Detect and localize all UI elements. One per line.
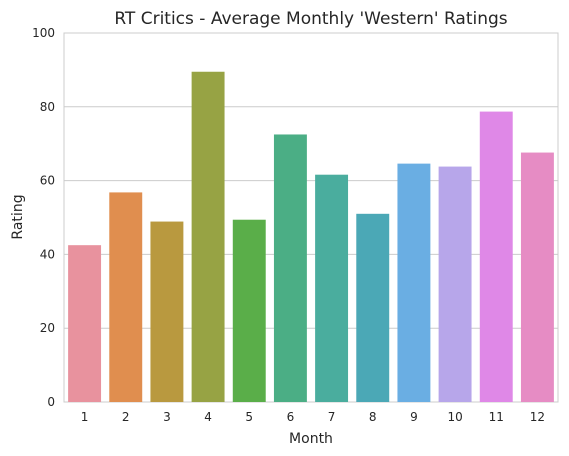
x-tick-label: 11 <box>489 410 504 424</box>
x-tick-label: 8 <box>369 410 377 424</box>
bar-month-11 <box>479 111 513 403</box>
y-tick-label: 40 <box>40 247 55 261</box>
x-tick-label: 10 <box>447 410 462 424</box>
bar-month-3 <box>150 221 184 402</box>
bar-month-9 <box>397 163 431 402</box>
y-tick-labels: 0 20 40 60 80 100 <box>32 26 55 409</box>
x-tick-label: 7 <box>328 410 336 424</box>
x-tick-label: 9 <box>410 410 418 424</box>
bar-month-12 <box>520 152 554 402</box>
y-tick-label: 60 <box>40 174 55 188</box>
bars <box>68 71 554 403</box>
x-tick-labels: 1 2 3 4 5 6 7 8 9 10 11 12 <box>81 410 545 424</box>
plot-frame <box>63 32 559 403</box>
x-tick-label: 12 <box>530 410 545 424</box>
bar-month-6 <box>273 134 307 402</box>
gridlines <box>64 106 558 329</box>
chart-title: RT Critics - Average Monthly 'Western' R… <box>114 9 507 29</box>
y-tick-label: 20 <box>40 321 55 335</box>
x-tick-label: 6 <box>287 410 295 424</box>
y-tick-label: 0 <box>47 395 55 409</box>
bar-month-10 <box>438 166 472 402</box>
x-tick-label: 3 <box>163 410 171 424</box>
x-tick-label: 1 <box>81 410 89 424</box>
bar-month-2 <box>109 192 143 402</box>
bar-month-1 <box>68 245 102 402</box>
y-tick-label: 100 <box>32 26 55 40</box>
x-tick-label: 5 <box>245 410 253 424</box>
x-axis-label: Month <box>289 431 333 447</box>
y-tick-label: 80 <box>40 100 55 114</box>
y-axis-label: Rating <box>10 194 26 239</box>
x-tick-label: 4 <box>204 410 212 424</box>
bar-month-8 <box>356 213 390 402</box>
bar-month-7 <box>315 174 349 402</box>
bar-month-4 <box>191 71 225 403</box>
x-tick-label: 2 <box>122 410 130 424</box>
bar-month-5 <box>232 219 266 402</box>
